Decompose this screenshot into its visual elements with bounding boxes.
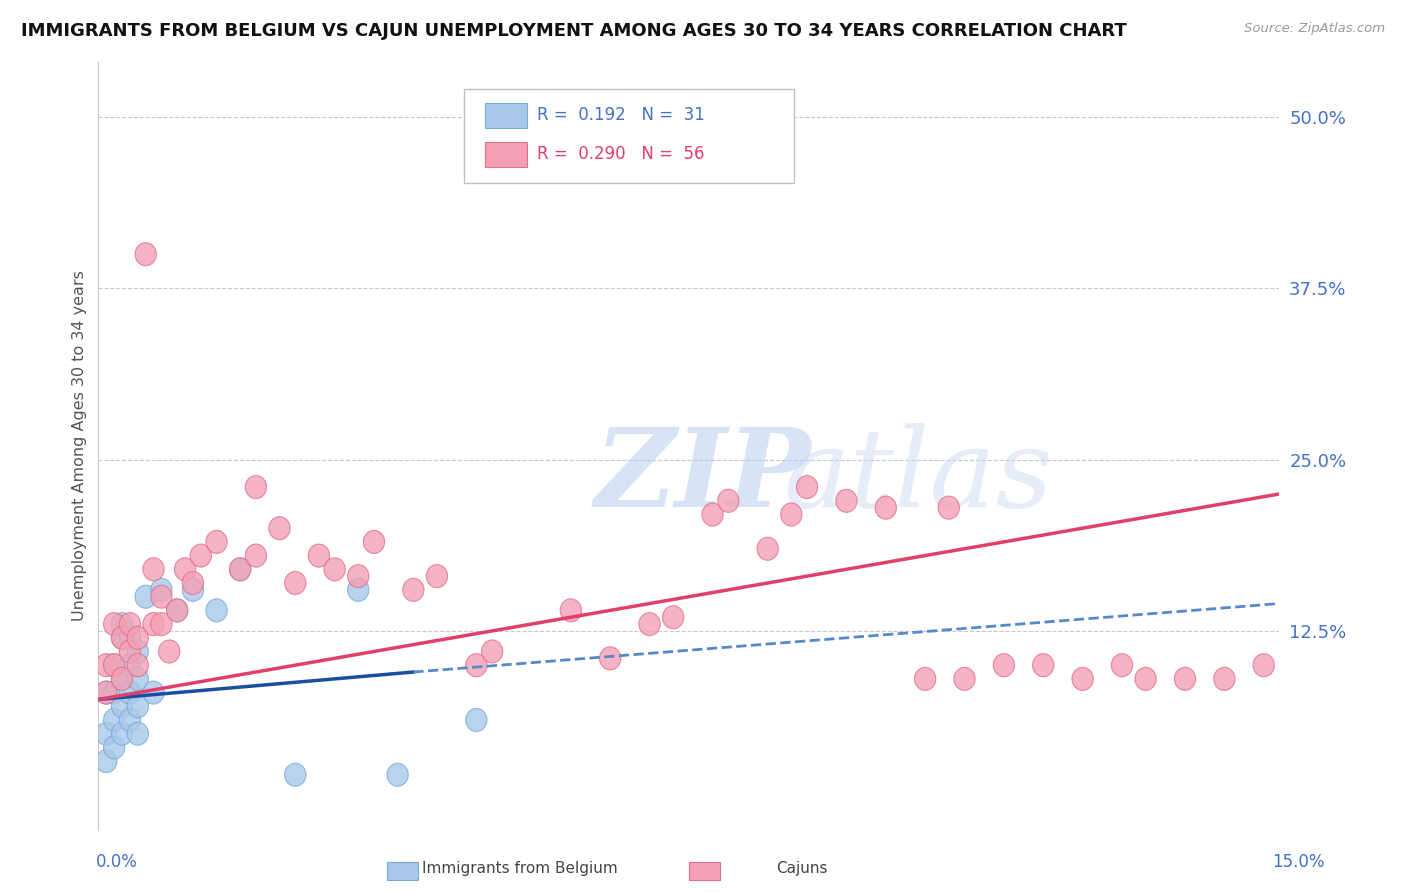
Ellipse shape: [229, 558, 250, 581]
Text: Immigrants from Belgium: Immigrants from Belgium: [422, 862, 619, 876]
Ellipse shape: [96, 749, 117, 772]
Ellipse shape: [104, 736, 125, 759]
Ellipse shape: [174, 558, 195, 581]
Ellipse shape: [229, 558, 250, 581]
Ellipse shape: [183, 572, 204, 594]
Ellipse shape: [190, 544, 211, 567]
Ellipse shape: [638, 613, 661, 636]
Ellipse shape: [183, 578, 204, 601]
Ellipse shape: [1213, 667, 1234, 690]
Ellipse shape: [347, 578, 368, 601]
Ellipse shape: [135, 243, 156, 266]
Ellipse shape: [96, 723, 117, 745]
Ellipse shape: [387, 764, 408, 786]
Ellipse shape: [111, 695, 132, 718]
Ellipse shape: [717, 490, 740, 512]
Ellipse shape: [166, 599, 188, 622]
Ellipse shape: [1032, 654, 1054, 677]
Ellipse shape: [150, 585, 172, 608]
Ellipse shape: [127, 695, 149, 718]
Ellipse shape: [104, 681, 125, 704]
Ellipse shape: [938, 496, 959, 519]
Text: 15.0%: 15.0%: [1272, 853, 1324, 871]
Ellipse shape: [426, 565, 447, 588]
Ellipse shape: [993, 654, 1015, 677]
Ellipse shape: [150, 578, 172, 601]
Ellipse shape: [143, 613, 165, 636]
Ellipse shape: [127, 626, 149, 649]
Ellipse shape: [96, 681, 117, 704]
Ellipse shape: [796, 475, 818, 499]
Ellipse shape: [1111, 654, 1133, 677]
Text: 0.0%: 0.0%: [96, 853, 138, 871]
Ellipse shape: [111, 723, 132, 745]
Ellipse shape: [135, 585, 156, 608]
Ellipse shape: [284, 572, 307, 594]
Ellipse shape: [111, 667, 132, 690]
Ellipse shape: [104, 613, 125, 636]
Ellipse shape: [120, 681, 141, 704]
Y-axis label: Unemployment Among Ages 30 to 34 years: Unemployment Among Ages 30 to 34 years: [72, 270, 87, 622]
Ellipse shape: [1253, 654, 1274, 677]
Text: atlas: atlas: [783, 423, 1053, 531]
Text: R =  0.290   N =  56: R = 0.290 N = 56: [537, 145, 704, 163]
Ellipse shape: [96, 654, 117, 677]
Ellipse shape: [96, 681, 117, 704]
Ellipse shape: [127, 723, 149, 745]
Ellipse shape: [756, 537, 779, 560]
Ellipse shape: [245, 544, 267, 567]
Ellipse shape: [560, 599, 582, 622]
Ellipse shape: [143, 558, 165, 581]
Ellipse shape: [1174, 667, 1195, 690]
Ellipse shape: [127, 640, 149, 663]
Ellipse shape: [308, 544, 329, 567]
Ellipse shape: [465, 708, 486, 731]
Ellipse shape: [120, 626, 141, 649]
Ellipse shape: [159, 640, 180, 663]
Text: Cajuns: Cajuns: [776, 862, 827, 876]
Ellipse shape: [662, 606, 683, 629]
Ellipse shape: [402, 578, 425, 601]
Ellipse shape: [111, 667, 132, 690]
Ellipse shape: [269, 516, 290, 540]
Ellipse shape: [111, 626, 132, 649]
Ellipse shape: [702, 503, 723, 526]
Ellipse shape: [120, 708, 141, 731]
Ellipse shape: [875, 496, 897, 519]
Ellipse shape: [104, 654, 125, 677]
Ellipse shape: [363, 531, 385, 553]
Ellipse shape: [1071, 667, 1094, 690]
Ellipse shape: [143, 681, 165, 704]
Ellipse shape: [205, 531, 228, 553]
Text: IMMIGRANTS FROM BELGIUM VS CAJUN UNEMPLOYMENT AMONG AGES 30 TO 34 YEARS CORRELAT: IMMIGRANTS FROM BELGIUM VS CAJUN UNEMPLO…: [21, 22, 1126, 40]
Ellipse shape: [120, 640, 141, 663]
Ellipse shape: [953, 667, 976, 690]
Ellipse shape: [780, 503, 801, 526]
Ellipse shape: [104, 708, 125, 731]
Ellipse shape: [150, 613, 172, 636]
Ellipse shape: [599, 647, 621, 670]
Ellipse shape: [465, 654, 486, 677]
Ellipse shape: [127, 667, 149, 690]
Ellipse shape: [914, 667, 936, 690]
Ellipse shape: [245, 475, 267, 499]
Ellipse shape: [205, 599, 228, 622]
Ellipse shape: [104, 654, 125, 677]
Ellipse shape: [111, 626, 132, 649]
Ellipse shape: [284, 764, 307, 786]
Ellipse shape: [166, 599, 188, 622]
Ellipse shape: [323, 558, 346, 581]
Ellipse shape: [120, 613, 141, 636]
Ellipse shape: [127, 654, 149, 677]
Text: ZIP: ZIP: [595, 423, 811, 531]
Ellipse shape: [835, 490, 858, 512]
Text: Source: ZipAtlas.com: Source: ZipAtlas.com: [1244, 22, 1385, 36]
Ellipse shape: [347, 565, 368, 588]
Ellipse shape: [1135, 667, 1156, 690]
Ellipse shape: [120, 654, 141, 677]
Ellipse shape: [481, 640, 503, 663]
Ellipse shape: [111, 613, 132, 636]
Text: R =  0.192   N =  31: R = 0.192 N = 31: [537, 106, 704, 124]
